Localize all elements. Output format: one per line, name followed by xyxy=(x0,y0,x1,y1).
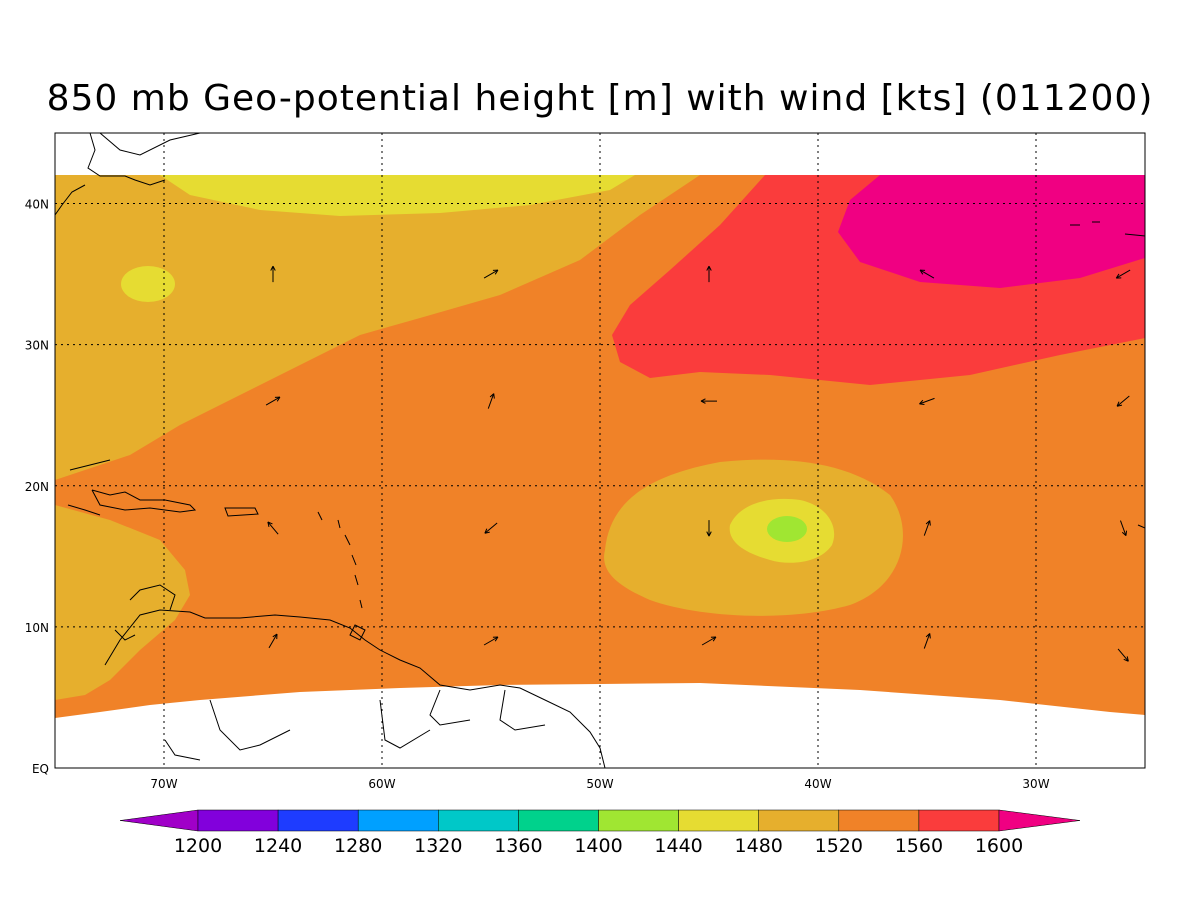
colorbar-right-triangle xyxy=(998,809,1081,832)
colorbar-label: 1440 xyxy=(654,835,702,857)
colorbar-label: 1400 xyxy=(574,835,622,857)
lat-tick-label: 20N xyxy=(25,480,49,494)
lesser-antilles-coast xyxy=(317,511,363,609)
height-field-1440-1480-north xyxy=(160,175,635,216)
wind-arrow xyxy=(265,396,281,406)
lat-tick-label: 40N xyxy=(25,198,49,212)
lat-tick-label: 10N xyxy=(25,621,49,635)
axis-tick-labels: 70W 60W 50W 40W 30W EQ 10N 20N 30N 40N xyxy=(25,198,1050,791)
wind-arrow xyxy=(700,398,717,404)
wind-arrow xyxy=(487,393,495,409)
wind-arrow xyxy=(267,521,279,535)
wind-arrow xyxy=(484,522,498,534)
amazon-region-coast xyxy=(164,699,291,761)
lat-lon-grid xyxy=(55,133,1145,768)
eastern-atlantic-islands xyxy=(1070,221,1145,529)
wind-arrow xyxy=(268,633,278,649)
colorbar-label: 1240 xyxy=(254,835,302,857)
colorbar-swatch xyxy=(277,809,359,832)
wind-arrow xyxy=(919,269,935,279)
wind-arrow xyxy=(701,636,717,646)
wind-arrow xyxy=(706,520,712,537)
lon-tick-label: 30W xyxy=(1022,777,1049,791)
wind-arrow xyxy=(483,269,499,279)
south-america-coast xyxy=(104,609,606,768)
colorbar-label: 1560 xyxy=(895,835,943,857)
height-field-1480-1520-southwest xyxy=(55,505,190,700)
lat-tick-label: EQ xyxy=(32,762,49,776)
lon-tick-label: 50W xyxy=(586,777,613,791)
wind-arrow xyxy=(483,636,499,646)
colorbar-swatch xyxy=(197,809,279,832)
lon-tick-label: 40W xyxy=(804,777,831,791)
wind-arrow xyxy=(1116,395,1130,407)
lon-tick-label: 70W xyxy=(150,777,177,791)
wind-arrow xyxy=(270,265,276,283)
colorbar-label: 1520 xyxy=(815,835,863,857)
height-field-1400-1440-core xyxy=(767,516,807,542)
wind-arrow xyxy=(919,397,935,405)
colorbar-label: 1360 xyxy=(494,835,542,857)
lon-tick-label: 60W xyxy=(368,777,395,791)
wind-arrow xyxy=(706,265,712,283)
colorbar-swatch xyxy=(758,809,840,832)
wind-arrow xyxy=(1115,269,1131,279)
lat-tick-label: 30N xyxy=(25,339,49,353)
greater-antilles-coast xyxy=(69,459,197,513)
wind-arrow xyxy=(923,520,931,536)
colorbar-swatch xyxy=(678,809,759,832)
height-field-1480-1520-west xyxy=(55,175,700,480)
colorbar-swatch xyxy=(838,809,920,832)
wind-arrow xyxy=(1117,648,1129,662)
venezuela-coast xyxy=(114,584,176,641)
north-america-coast xyxy=(99,133,201,156)
colorbar-swatch xyxy=(518,809,599,832)
colorbar-label: 1200 xyxy=(174,835,222,857)
coastlines xyxy=(55,133,1145,768)
colorbar-swatch xyxy=(357,809,439,832)
colorbar: 1200 1240 1280 1320 1360 1400 1440 1480 1520 1560… xyxy=(119,809,1081,857)
colorbar-label: 1320 xyxy=(414,835,462,857)
colorbar-label: 1280 xyxy=(334,835,382,857)
greater-antilles-coast xyxy=(67,504,101,516)
colorbar-swatch xyxy=(918,809,1000,832)
map-frame xyxy=(54,132,1146,769)
colorbar-swatch xyxy=(438,809,519,832)
wind-arrow xyxy=(1119,520,1128,536)
trinidad-coast xyxy=(349,624,366,641)
colorbar-label: 1480 xyxy=(735,835,783,857)
guianas-borders xyxy=(379,689,546,749)
map-title: 850 mb Geo-potential height [m] with win… xyxy=(46,78,1154,119)
wind-vectors xyxy=(265,265,1131,662)
colorbar-swatch xyxy=(598,809,679,832)
puerto-rico-coast xyxy=(224,507,259,517)
wind-arrow xyxy=(923,633,931,649)
colorbar-left-triangle xyxy=(119,809,199,832)
north-america-coast xyxy=(55,133,166,216)
height-field-1440-1480-small-high xyxy=(121,266,175,302)
colorbar-label: 1600 xyxy=(975,835,1023,857)
